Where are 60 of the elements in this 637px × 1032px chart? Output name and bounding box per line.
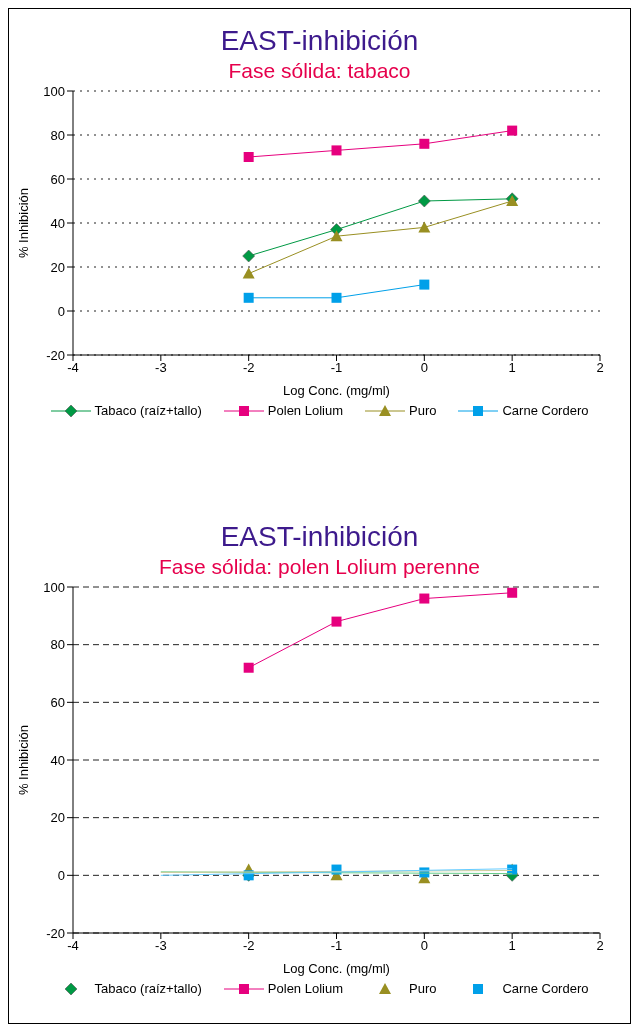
x-axis-title: Log Conc. (mg/ml) [283,961,390,976]
point [242,267,255,279]
legend-label: Polen Lolium [267,981,343,996]
y-tick-label: 0 [57,303,65,319]
x-tick-label: 1 [508,938,516,954]
point [419,138,430,149]
y-axis-title: % Inhibición [15,724,31,796]
x-tick-label: 2 [596,938,604,954]
y-tick-label: -20 [46,925,65,941]
chart-subtitle: Fase sólida: polen Lolium perenne [157,555,481,579]
chart-subtitle: Fase sólida: tabaco [227,59,412,83]
point [243,152,254,162]
point [243,292,254,303]
point [330,230,343,242]
point [507,125,518,136]
x-tick-label: -3 [155,360,167,376]
y-tick-label: -20 [46,347,65,363]
point [243,662,254,673]
legend-label: Carne Cordero [502,403,589,418]
x-tick-label: -1 [330,938,343,954]
y-tick-label: 60 [50,694,65,710]
x-tick-label: -1 [330,360,343,376]
legend-label: Tabaco (raíz+tallo) [94,403,202,418]
y-axis-title: % Inhibición [15,187,31,259]
point [419,279,430,290]
x-tick-label: -2 [242,938,255,954]
y-tick-label: 100 [43,83,65,99]
x-tick-label: 0 [420,938,428,954]
x-axis-title: Log Conc. (mg/ml) [283,383,390,398]
point [418,194,431,208]
y-tick-label: 60 [50,171,65,187]
x-tick-label: 1 [508,360,516,376]
y-tick-label: 40 [50,215,65,231]
point [507,587,518,598]
y-tick-label: 100 [43,579,65,595]
y-tick-label: 80 [50,637,65,653]
x-tick-label: -4 [67,938,79,954]
point [331,145,342,156]
legend-label: Puro [409,981,437,996]
y-tick-label: 0 [57,867,65,883]
legend-label: Carne Cordero [502,981,589,996]
point [418,221,431,233]
y-tick-label: 20 [50,259,65,275]
y-tick-label: 80 [50,127,65,143]
point [331,616,342,627]
x-tick-label: 0 [420,360,428,376]
y-tick-label: 40 [50,752,65,768]
y-tick-label: 20 [50,810,65,826]
point [331,292,342,303]
legend-label: Polen Lolium [267,403,343,418]
chart-title: EAST-inhibición [219,521,420,553]
point [419,593,430,604]
x-tick-label: -4 [67,360,79,376]
x-tick-label: -2 [242,360,255,376]
x-tick-label: 2 [596,360,604,376]
legend-label: Tabaco (raíz+tallo) [94,981,202,996]
legend-label: Puro [409,403,437,418]
x-tick-label: -3 [155,938,167,954]
chart-title: EAST-inhibición [219,25,420,57]
point [242,249,255,263]
